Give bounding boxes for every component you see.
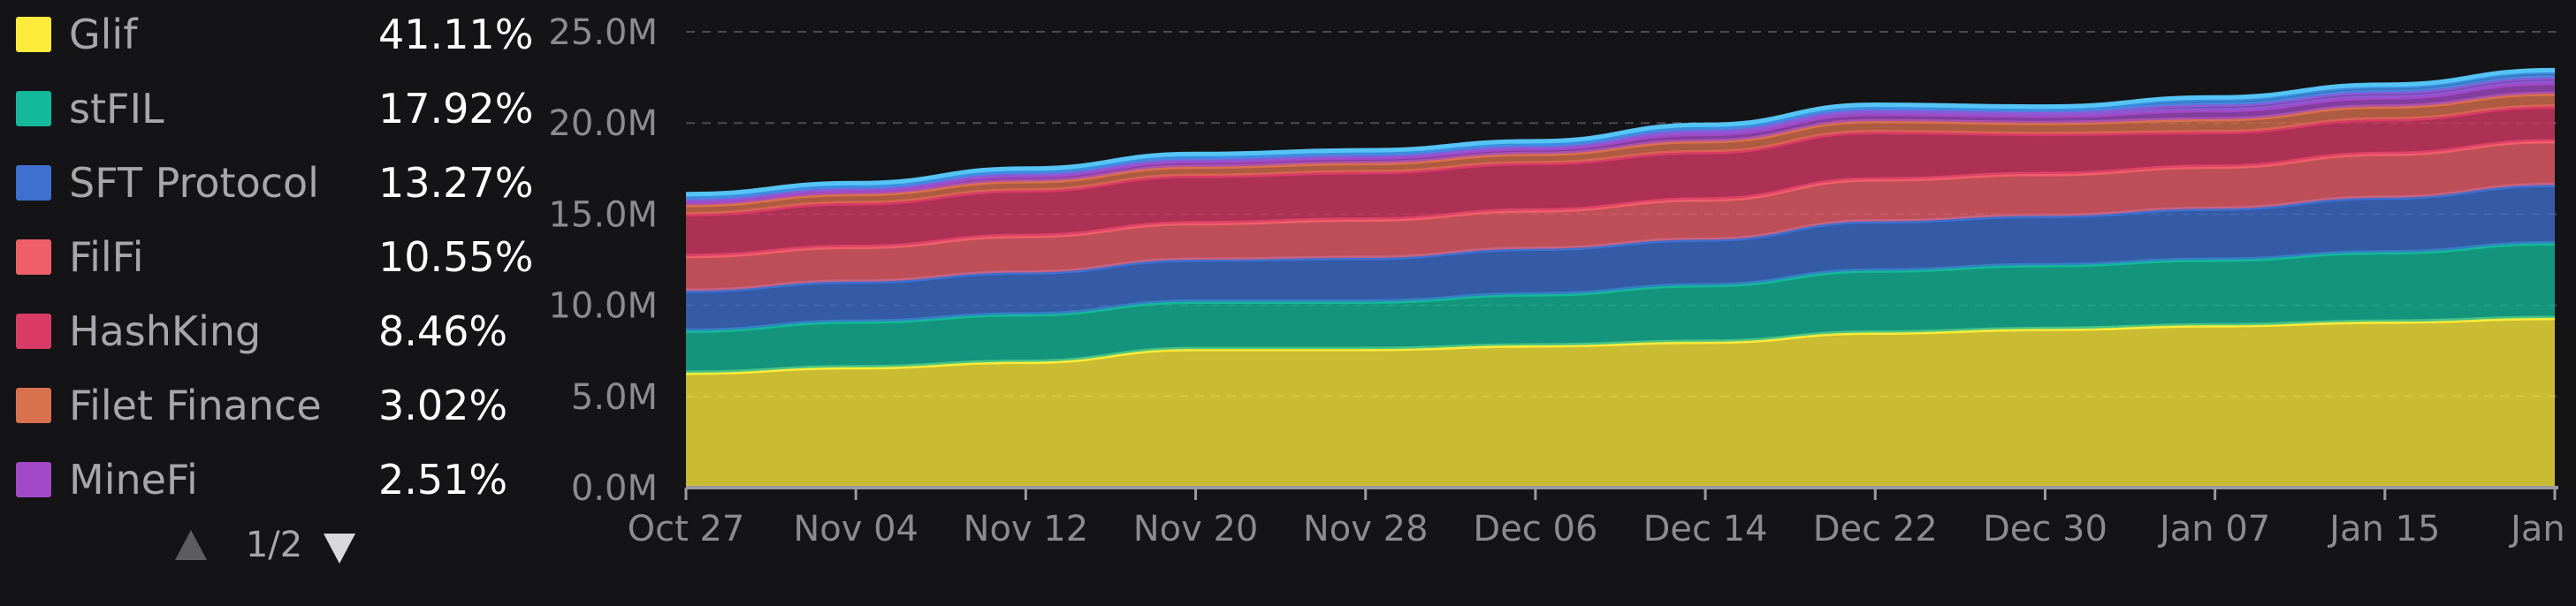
y-tick-label: 5.0M [571,377,658,418]
legend-percentage: 13.27% [378,159,534,207]
legend-item[interactable]: HashKing 8.46% [16,307,529,360]
series-areas [685,67,2556,488]
legend-swatch [16,17,51,52]
legend-pager: 1/2 [168,523,380,576]
x-tick-label: Dec 14 [1643,509,1768,549]
legend-label: Glif [69,11,138,58]
legend-label: HashKing [69,307,262,355]
series-area [686,106,2555,256]
page-indicator: 1/2 [245,525,303,565]
x-tick-label: Dec 06 [1473,509,1597,549]
x-tick-label: Dec 22 [1813,509,1938,549]
axes: 0.0M 5.0M 10.0M 15.0M 20.0M 25.0M Oct 27 Nov 04… [548,12,2576,549]
x-tick-label: Nov 04 [793,509,918,549]
legend-swatch [16,314,51,349]
legend-swatch [16,165,51,201]
legend-percentage: 17.92% [378,85,534,133]
x-tick-label: Jan 07 [2157,509,2270,549]
legend-swatch [16,462,51,497]
series-area [686,140,2555,292]
legend-item[interactable]: Filet Finance 3.02% [16,382,529,435]
legend-swatch [16,388,51,423]
series-area [686,243,2555,373]
x-tick-label: Nov 20 [1133,509,1259,549]
page-down-icon[interactable] [324,534,355,564]
series-line [685,67,2556,197]
legend-label: stFIL [69,85,164,133]
legend-percentage: 2.51% [378,456,508,504]
y-tick-label: 15.0M [548,194,658,235]
series-area [686,185,2555,331]
legend-percentage: 3.02% [378,382,508,429]
legend-swatch [16,239,51,275]
x-tick-label: Oct 27 [628,509,745,549]
series-area [686,318,2555,488]
x-tick-label: Jan 15 [2327,509,2440,549]
x-tick-label: Jan 2 [2508,509,2576,549]
legend-percentage: 10.55% [378,233,534,281]
legend-item[interactable]: Glif 41.11% [16,11,533,64]
x-tick-label: Dec 30 [1983,509,2107,549]
legend-item[interactable]: stFIL 17.92% [16,85,533,138]
legend-label: SFT Protocol [69,159,319,207]
y-tick-label: 20.0M [548,103,658,144]
x-tick-label: Nov 12 [964,509,1089,549]
legend-label: FilFi [69,233,144,281]
y-tick-label: 25.0M [548,12,658,53]
series-area [686,82,2555,206]
legend-label: MineFi [69,456,198,504]
y-tick-label: 0.0M [571,468,658,509]
y-tick-label: 10.0M [548,286,658,327]
page-up-icon[interactable] [175,530,207,560]
legend-item[interactable]: FilFi 10.55% [16,233,533,286]
legend-percentage: 41.11% [378,11,534,58]
x-tick-label: Nov 28 [1303,509,1429,549]
legend-item[interactable]: MineFi 2.51% [16,456,529,509]
legend-swatch [16,91,51,126]
legend-item[interactable]: SFT Protocol 13.27% [16,159,533,212]
legend-label: Filet Finance [69,382,322,429]
chart-legend: Glif 41.11% stFIL 17.92% SFT Protocol 13.27% F… [0,0,533,606]
legend-percentage: 8.46% [378,307,508,355]
